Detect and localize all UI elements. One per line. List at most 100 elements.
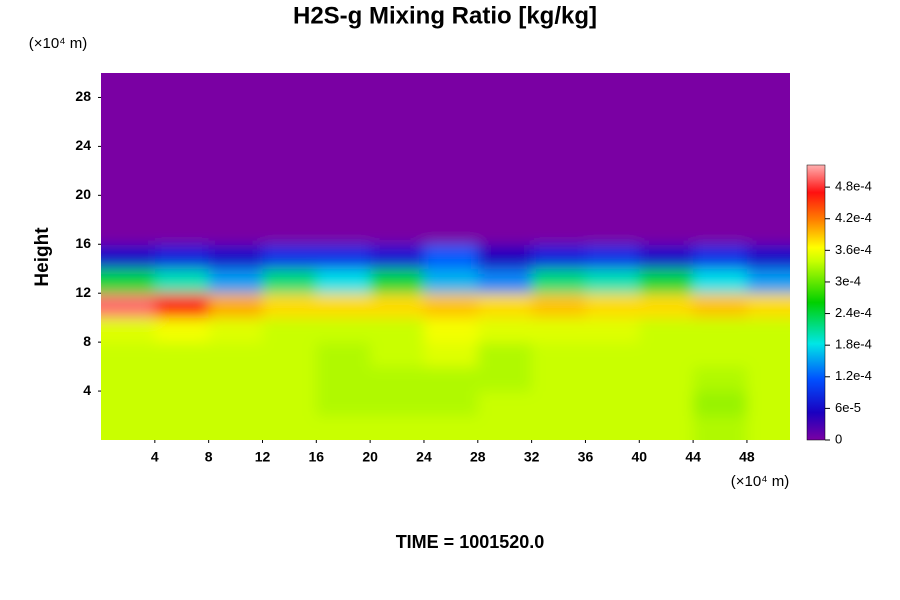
cell — [370, 97, 425, 123]
cell — [585, 415, 640, 440]
cell — [585, 342, 640, 368]
cell — [316, 97, 371, 123]
cell — [693, 244, 748, 270]
cell — [262, 170, 317, 196]
cell — [154, 415, 210, 440]
cell — [101, 366, 156, 392]
cell — [370, 146, 425, 172]
cell — [101, 342, 156, 368]
cell — [154, 391, 210, 417]
cell — [477, 268, 533, 294]
cell — [101, 415, 156, 440]
cell — [423, 73, 479, 98]
cell — [154, 293, 210, 319]
cell — [423, 219, 479, 245]
cell — [208, 317, 263, 343]
cell — [101, 97, 156, 123]
cell — [423, 317, 479, 343]
cell — [693, 73, 748, 98]
cell — [262, 293, 317, 319]
cell — [423, 146, 479, 172]
cell — [585, 244, 640, 270]
cell — [531, 121, 586, 147]
cell — [316, 73, 371, 98]
cell — [585, 293, 640, 319]
cell — [639, 268, 694, 294]
cell — [370, 415, 425, 440]
cell — [746, 366, 790, 392]
cell — [531, 97, 586, 123]
cell — [101, 170, 156, 196]
cell — [693, 121, 748, 147]
y-tick-label: 4 — [83, 382, 91, 398]
cell — [423, 293, 479, 319]
cell — [208, 293, 263, 319]
field — [101, 73, 790, 440]
cell — [101, 121, 156, 147]
cell — [639, 391, 694, 417]
cell — [316, 121, 371, 147]
cell — [746, 268, 790, 294]
cell — [746, 219, 790, 245]
cell — [316, 244, 371, 270]
cell — [531, 146, 586, 172]
cell — [370, 244, 425, 270]
cell — [531, 268, 586, 294]
cell — [639, 317, 694, 343]
cell — [693, 170, 748, 196]
y-tick-label: 16 — [75, 235, 91, 251]
cell — [423, 268, 479, 294]
cell — [101, 268, 156, 294]
cell — [370, 293, 425, 319]
cell — [208, 121, 263, 147]
cell — [262, 268, 317, 294]
cell — [208, 97, 263, 123]
y-tick-label: 8 — [83, 333, 91, 349]
cell — [639, 121, 694, 147]
cell — [585, 268, 640, 294]
x-tick-label: 36 — [578, 449, 594, 465]
cell — [477, 415, 533, 440]
cell — [370, 268, 425, 294]
cell — [316, 391, 371, 417]
cell — [101, 391, 156, 417]
colorbar-label: 3.6e-4 — [835, 242, 872, 257]
cell — [316, 317, 371, 343]
cell — [423, 121, 479, 147]
cell — [101, 146, 156, 172]
cell — [316, 415, 371, 440]
cell — [262, 146, 317, 172]
cell — [101, 244, 156, 270]
cell — [585, 170, 640, 196]
cell — [154, 366, 210, 392]
cell — [746, 121, 790, 147]
cell — [262, 121, 317, 147]
cell — [585, 366, 640, 392]
cell — [262, 73, 317, 98]
cell — [746, 293, 790, 319]
cell — [639, 170, 694, 196]
cell — [370, 342, 425, 368]
cell — [531, 195, 586, 221]
cell — [639, 415, 694, 440]
x-tick-label: 20 — [362, 449, 378, 465]
cell — [746, 97, 790, 123]
cell — [262, 244, 317, 270]
cell — [262, 219, 317, 245]
cell — [585, 97, 640, 123]
cell — [693, 415, 748, 440]
colorbar-label: 3e-4 — [835, 273, 861, 288]
cell — [154, 195, 210, 221]
cell — [531, 219, 586, 245]
cell — [423, 391, 479, 417]
cell — [101, 293, 156, 319]
x-tick-label: 16 — [309, 449, 325, 465]
cell — [370, 195, 425, 221]
cell — [262, 342, 317, 368]
cell — [585, 73, 640, 98]
cell — [531, 73, 586, 98]
cell — [423, 244, 479, 270]
time-annotation: TIME = 1001520.0 — [396, 532, 545, 552]
x-tick-label: 44 — [685, 449, 701, 465]
cell — [316, 366, 371, 392]
